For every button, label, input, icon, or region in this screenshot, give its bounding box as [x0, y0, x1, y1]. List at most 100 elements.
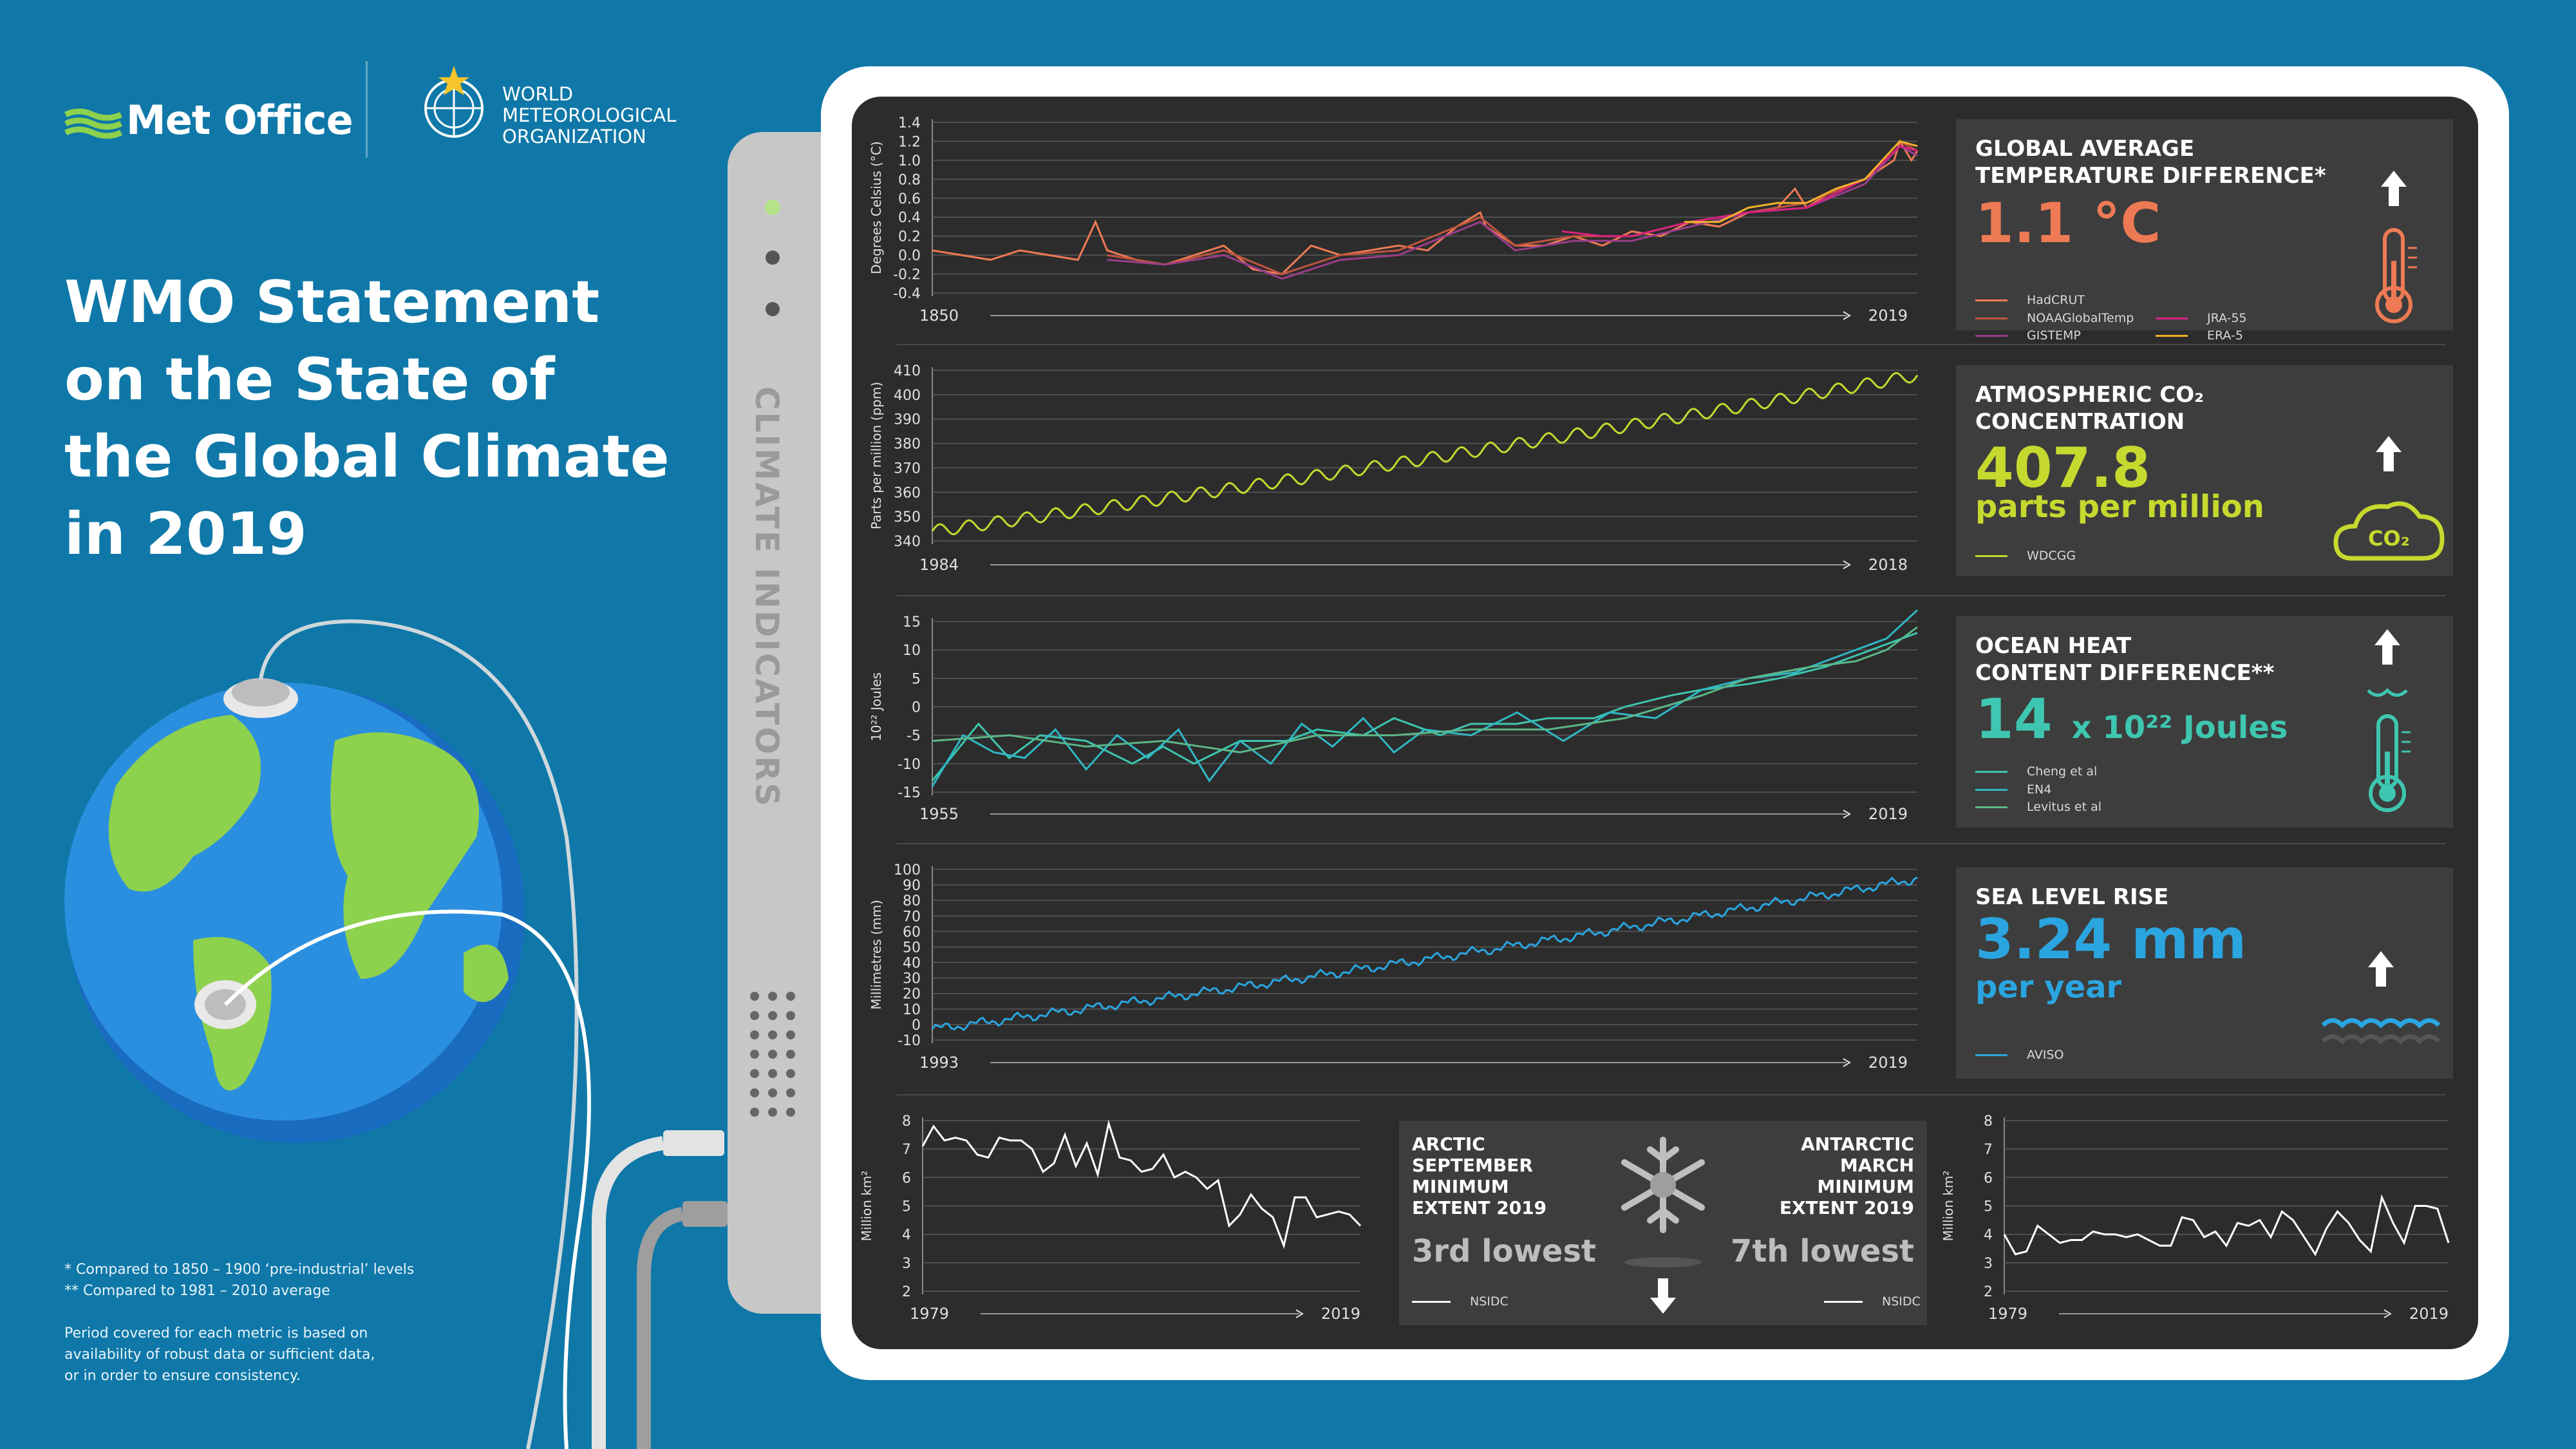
sea-ytick-label: 80	[903, 893, 921, 909]
legend-hadcrut-swatch	[1975, 299, 2007, 301]
arctic-line-3: MINIMUM	[1412, 1176, 1547, 1197]
legend-nsidc-antarctic-label: NSIDC	[1882, 1294, 1921, 1309]
footnotes: * Compared to 1850 – 1900 ‘pre-industria…	[64, 1259, 414, 1387]
arctic-line-2: SEPTEMBER	[1412, 1155, 1547, 1176]
legend-levitus: Levitus et al	[1975, 800, 2101, 814]
antarctic-ytick-label: 6	[1984, 1170, 1993, 1186]
ocean-ytick-label: -5	[907, 728, 921, 744]
legend-nsidc-antarctic-swatch	[1824, 1301, 1863, 1303]
antarctic-line-3: MINIMUM	[1780, 1176, 1914, 1197]
legend-cheng-label: Cheng et al	[2027, 764, 2097, 779]
temperature-ytick-label: 0.6	[898, 191, 921, 207]
temp-card-title: GLOBAL AVERAGE TEMPERATURE DIFFERENCE*	[1975, 135, 2326, 189]
sea-value: 3.24 mm	[1975, 907, 2246, 972]
temperature-x-start-label: 1850	[919, 307, 959, 325]
temperature-chart: 1.41.21.00.80.60.40.20.0-0.2-0.4Degrees …	[869, 115, 1917, 325]
arctic-ytick-label: 8	[902, 1113, 911, 1130]
globe-illustration	[0, 0, 837, 1449]
sea-unit: per year	[1975, 969, 2121, 1005]
co2-ytick-label: 360	[894, 485, 921, 501]
co2-ytick-label: 340	[894, 534, 921, 550]
co2-unit: parts per million	[1975, 489, 2264, 525]
ocean-value: 14 x 10²² Joules	[1975, 687, 2288, 752]
ocean-ytick-label: 5	[912, 671, 921, 687]
sea-ylabel: Millimetres (mm)	[869, 900, 884, 1010]
arctic-x-start-label: 1979	[910, 1305, 949, 1323]
legend-noaa-swatch	[1975, 317, 2007, 319]
sea-ytick-label: 30	[903, 971, 921, 987]
antarctic-x-start-label: 1979	[1988, 1305, 2027, 1323]
temperature-ytick-label: 1.0	[898, 153, 921, 169]
antarctic-ytick-label: 2	[1984, 1284, 1993, 1300]
ocean-card: OCEAN HEAT CONTENT DIFFERENCE** 14 x 10²…	[1956, 616, 2453, 828]
ocean-card-title: OCEAN HEAT CONTENT DIFFERENCE**	[1975, 632, 2274, 687]
legend-wdcgg-swatch	[1975, 555, 2007, 557]
temperature-series-jra-55	[1562, 146, 1917, 236]
legend-wdcgg-label: WDCGG	[2027, 549, 2076, 563]
sea-ytick-label: 20	[903, 987, 921, 1003]
legend-era5-label: ERA-5	[2207, 328, 2243, 343]
temp-title-line-1: GLOBAL AVERAGE	[1975, 135, 2326, 162]
co2-series-wdcgg	[932, 373, 1917, 535]
ocean-title-line-1: OCEAN HEAT	[1975, 632, 2274, 659]
ocean-chart: 151050-5-10-1510²² Joules1955 2019	[869, 610, 1917, 823]
ocean-ytick-label: 0	[912, 700, 921, 716]
antarctic-line-2: MARCH	[1780, 1155, 1914, 1176]
footnote-1: * Compared to 1850 – 1900 ‘pre-industria…	[64, 1259, 414, 1280]
arctic-ylabel: Million km²	[859, 1171, 874, 1242]
footnote-5: or in order to ensure consistency.	[64, 1365, 414, 1387]
legend-jra55-label: JRA-55	[2207, 311, 2247, 325]
antarctic-ytick-label: 3	[1984, 1256, 1993, 1272]
ocean-x-end-label: 2019	[1868, 805, 1908, 823]
co2-ytick-label: 390	[894, 412, 921, 428]
temp-value: 1.1 °C	[1975, 191, 2161, 256]
ocean-value-number: 14	[1975, 687, 2053, 752]
legend-wdcgg: WDCGG	[1975, 549, 2076, 563]
temperature-series-hadcrut	[932, 141, 1917, 274]
ocean-ylabel: 10²² Joules	[869, 672, 884, 741]
co2-badge: CO₂	[2368, 526, 2410, 551]
sea-ytick-label: 70	[903, 909, 921, 925]
sea-ytick-label: -10	[898, 1033, 921, 1049]
temperature-ytick-label: 0.4	[898, 210, 921, 226]
legend-cheng-swatch	[1975, 771, 2007, 773]
ocean-ytick-label: -15	[898, 785, 921, 801]
ocean-series-en4	[932, 610, 1917, 786]
ocean-ytick-label: 15	[903, 614, 921, 630]
sea-x-start-label: 1993	[919, 1054, 959, 1072]
footnote-spacer	[64, 1302, 414, 1323]
temp-title-line-2: TEMPERATURE DIFFERENCE*	[1975, 162, 2326, 189]
legend-gistemp: GISTEMP	[1975, 328, 2081, 343]
legend-aviso-label: AVISO	[2027, 1048, 2064, 1062]
antarctic-ytick-label: 4	[1984, 1227, 1993, 1244]
temperature-series-gistemp	[1107, 146, 1917, 279]
arctic-ytick-label: 7	[902, 1142, 911, 1158]
thermometer-icon	[2362, 171, 2426, 325]
co2-title-line-2: CONCENTRATION	[1975, 408, 2204, 435]
co2-ylabel: Parts per million (ppm)	[869, 382, 884, 529]
antarctic-ylabel: Million km²	[1941, 1171, 1956, 1242]
legend-aviso: AVISO	[1975, 1048, 2064, 1062]
arctic-line-4: EXTENT 2019	[1412, 1197, 1547, 1218]
sea-card-title: SEA LEVEL RISE	[1975, 884, 2168, 911]
legend-gistemp-swatch	[1975, 335, 2007, 337]
co2-x-start-label: 1984	[919, 556, 959, 574]
tablet-screen: 1.4 1.2 1.0 0.8 0.6 0.4 0.2 0.0 -0.2 -0.4 Degrees …	[852, 97, 2478, 1349]
temperature-ytick-label: -0.4	[893, 286, 921, 302]
arctic-label: ARCTIC SEPTEMBER MINIMUM EXTENT 2019	[1412, 1133, 1547, 1218]
legend-era5: ERA-5	[2156, 328, 2243, 343]
climate-indicators-label: CLIMATE INDICATORS	[748, 386, 785, 1095]
legend-en4: EN4	[1975, 782, 2051, 797]
temperature-ytick-label: 1.4	[898, 115, 921, 131]
legend-noaa-label: NOAAGlobalTemp	[2027, 311, 2134, 325]
legend-cheng: Cheng et al	[1975, 764, 2097, 779]
co2-ytick-label: 380	[894, 437, 921, 453]
antarctic-ytick-label: 8	[1984, 1113, 1993, 1130]
temperature-x-end-label: 2019	[1868, 307, 1908, 325]
co2-card: ATMOSPHERIC CO₂ CONCENTRATION 407.8 part…	[1956, 365, 2453, 576]
sea-x-end-label: 2019	[1868, 1054, 1908, 1072]
legend-noaa: NOAAGlobalTemp	[1975, 311, 2134, 325]
snowflake-icon	[1621, 1133, 1705, 1317]
legend-en4-label: EN4	[2027, 782, 2051, 797]
ocean-title-line-2: CONTENT DIFFERENCE**	[1975, 659, 2274, 687]
